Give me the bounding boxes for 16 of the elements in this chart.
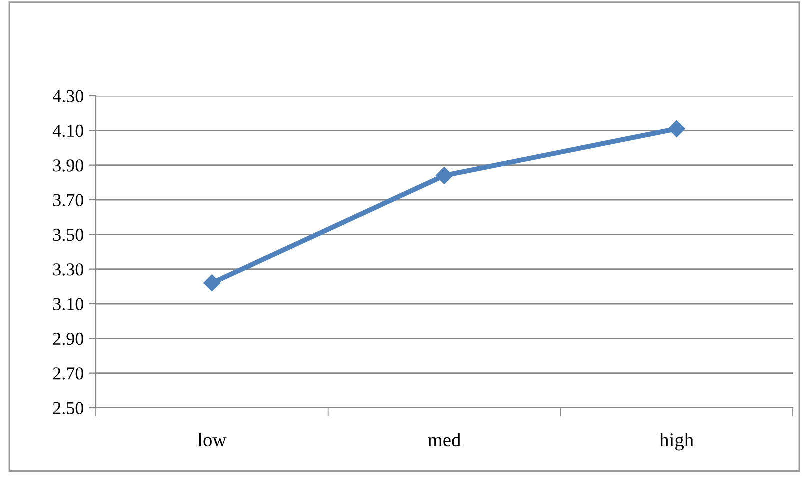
point bbox=[204, 274, 221, 292]
y-tick-label: 3.50 bbox=[53, 228, 84, 242]
y-tick-label: 4.30 bbox=[52, 90, 84, 103]
y-tick-label: 3.90 bbox=[53, 160, 84, 172]
x-tick-label: low bbox=[198, 433, 227, 447]
x-tick-label: med bbox=[428, 433, 461, 447]
y-tick-label: 3.10 bbox=[53, 298, 84, 311]
point bbox=[668, 120, 686, 138]
y-tick-label: 2.90 bbox=[53, 332, 84, 346]
y-tick-label: 3.30 bbox=[53, 264, 84, 276]
y-tick-label: 4.10 bbox=[52, 124, 84, 138]
point bbox=[436, 167, 454, 184]
y-tick-label: 2.50 bbox=[53, 402, 84, 415]
x-tick-label: high bbox=[660, 433, 694, 451]
y-tick-label: 3.70 bbox=[53, 194, 84, 207]
y-tick-label: 2.70 bbox=[53, 368, 84, 380]
